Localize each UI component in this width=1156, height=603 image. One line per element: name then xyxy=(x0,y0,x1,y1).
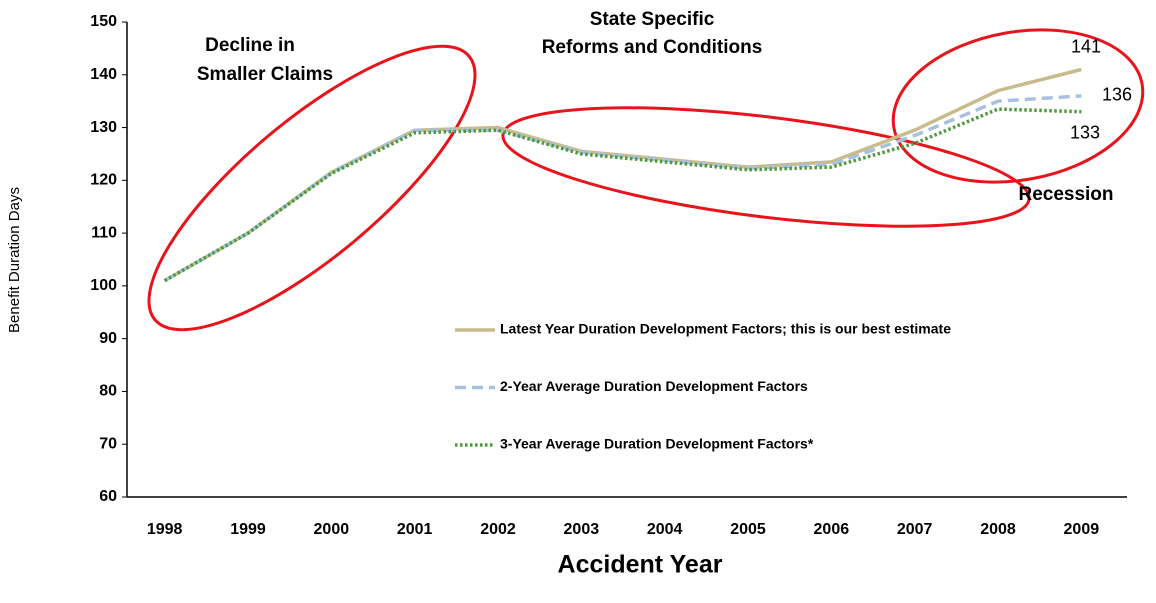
x-tick-label: 2003 xyxy=(564,521,600,538)
y-tick-label: 100 xyxy=(90,277,117,294)
annotation: Smaller Claims xyxy=(197,64,333,85)
x-axis-label: Accident Year xyxy=(558,551,723,579)
legend-label: Latest Year Duration Development Factors… xyxy=(500,321,951,337)
y-axis-label: Benefit Duration Days xyxy=(6,187,23,333)
ellipse xyxy=(147,44,477,332)
annotation: Recession xyxy=(1018,184,1113,205)
annotation: Reforms and Conditions xyxy=(542,37,763,58)
y-tick-label: 110 xyxy=(91,224,117,241)
data-label: 136 xyxy=(1102,85,1132,105)
x-tick-label: 2002 xyxy=(480,521,516,538)
x-tick-label: 2009 xyxy=(1064,521,1100,538)
ellipse xyxy=(891,28,1145,184)
y-tick-label: 90 xyxy=(99,330,117,347)
legend-label: 3-Year Average Duration Development Fact… xyxy=(500,436,814,452)
series-line xyxy=(163,94,1082,283)
y-tick-label: 60 xyxy=(99,488,117,505)
ellipse xyxy=(501,106,1031,228)
y-tick-label: 120 xyxy=(90,172,117,189)
series-line xyxy=(163,107,1082,283)
legend-label: 2-Year Average Duration Development Fact… xyxy=(500,378,808,394)
x-tick-label: 1999 xyxy=(230,521,266,538)
annotation: State Specific xyxy=(590,9,715,30)
y-tick-label: 130 xyxy=(90,119,117,136)
x-tick-label: 1998 xyxy=(147,521,183,538)
y-tick-label: 80 xyxy=(99,383,117,400)
x-tick-label: 2001 xyxy=(397,521,433,538)
y-tick-label: 70 xyxy=(99,435,117,452)
y-tick-label: 140 xyxy=(90,66,117,83)
data-label: 141 xyxy=(1071,36,1101,56)
highlight-ellipses xyxy=(147,28,1145,332)
x-tick-label: 2007 xyxy=(897,521,933,538)
x-tick-label: 2005 xyxy=(730,521,766,538)
y-tick-label: 150 xyxy=(90,13,117,30)
data-label: 133 xyxy=(1070,122,1100,142)
annotation: Decline in xyxy=(205,35,295,56)
x-tick-label: 2004 xyxy=(647,521,683,538)
x-tick-label: 2008 xyxy=(980,521,1016,538)
x-tick-label: 2006 xyxy=(814,521,850,538)
x-tick-label: 2000 xyxy=(314,521,350,538)
